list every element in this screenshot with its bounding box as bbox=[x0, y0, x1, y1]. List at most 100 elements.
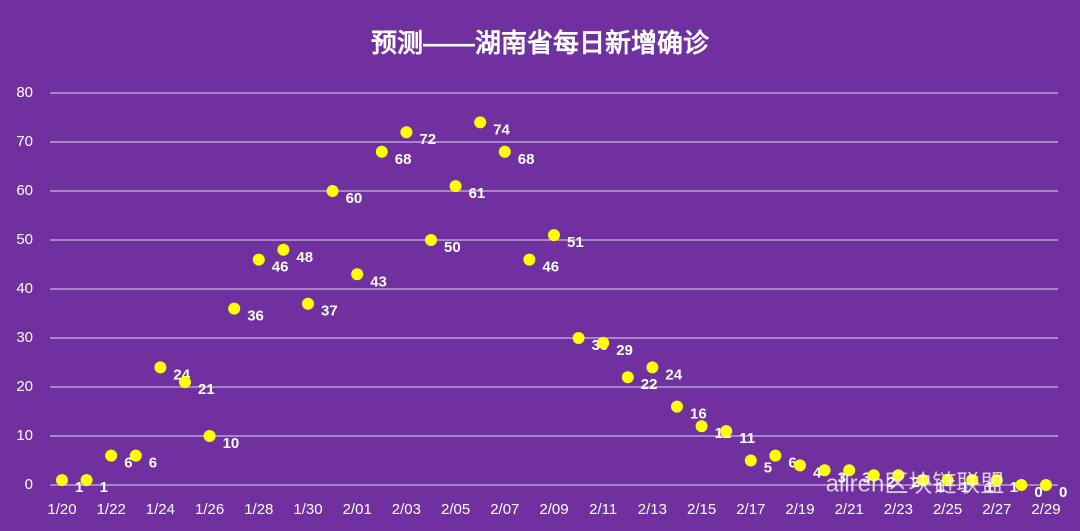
data-point bbox=[105, 449, 118, 462]
data-point bbox=[646, 361, 659, 374]
data-label: 51 bbox=[567, 234, 584, 251]
data-point bbox=[252, 253, 265, 266]
data-point bbox=[498, 145, 511, 158]
x-tick-label: 2/21 bbox=[835, 501, 864, 518]
data-label: 1 bbox=[1010, 479, 1018, 496]
data-label: 37 bbox=[321, 303, 338, 320]
data-point bbox=[400, 126, 413, 139]
data-label: 60 bbox=[346, 190, 363, 207]
data-label: 50 bbox=[444, 239, 461, 256]
data-label: 72 bbox=[419, 131, 436, 148]
data-label: 6 bbox=[124, 455, 132, 472]
data-point bbox=[154, 361, 167, 374]
data-point bbox=[80, 474, 93, 487]
data-label: 3 bbox=[838, 469, 846, 486]
data-label: 24 bbox=[665, 366, 682, 383]
data-label: 5 bbox=[764, 459, 772, 476]
data-label: 29 bbox=[616, 342, 633, 359]
data-point bbox=[671, 400, 683, 413]
data-point bbox=[744, 454, 757, 467]
data-point bbox=[548, 229, 560, 242]
data-point bbox=[474, 116, 487, 129]
data-point bbox=[375, 145, 388, 158]
y-tick-label: 80 bbox=[16, 84, 33, 101]
data-label: 1 bbox=[985, 479, 993, 496]
data-label: 3 bbox=[862, 469, 870, 486]
y-tick-label: 50 bbox=[16, 231, 33, 248]
data-label: 36 bbox=[247, 308, 264, 325]
data-point bbox=[277, 243, 290, 256]
y-tick-label: 0 bbox=[25, 476, 33, 493]
data-point bbox=[966, 474, 979, 487]
x-tick-label: 2/07 bbox=[490, 501, 519, 518]
data-point bbox=[720, 425, 733, 438]
x-tick-label: 1/26 bbox=[195, 501, 224, 518]
y-tick-label: 30 bbox=[16, 329, 33, 346]
data-point bbox=[990, 474, 1003, 487]
y-tick-label: 70 bbox=[16, 133, 33, 150]
x-tick-label: 2/11 bbox=[589, 501, 617, 518]
x-tick-label: 2/09 bbox=[539, 501, 568, 518]
x-tick-label: 2/27 bbox=[982, 501, 1011, 518]
data-point bbox=[818, 464, 831, 477]
data-point bbox=[917, 474, 929, 487]
data-point bbox=[179, 376, 191, 389]
data-point bbox=[892, 469, 905, 482]
y-tick-label: 60 bbox=[16, 182, 33, 199]
x-tick-label: 2/13 bbox=[638, 501, 667, 518]
data-label: 1 bbox=[961, 479, 969, 496]
watermark: allren区块链联盟 bbox=[826, 470, 1005, 497]
data-point bbox=[794, 459, 806, 472]
y-tick-label: 20 bbox=[16, 378, 33, 395]
data-point bbox=[941, 474, 954, 487]
data-point bbox=[695, 420, 708, 433]
data-label: 68 bbox=[518, 151, 535, 168]
data-label: 61 bbox=[469, 185, 486, 202]
x-tick-label: 1/30 bbox=[293, 501, 322, 518]
y-tick-label: 10 bbox=[16, 427, 33, 444]
data-point bbox=[769, 449, 782, 462]
x-tick-label: 2/15 bbox=[687, 501, 716, 518]
data-label: 21 bbox=[198, 381, 215, 398]
data-point bbox=[425, 234, 437, 246]
data-point bbox=[867, 469, 880, 482]
data-label: 10 bbox=[223, 435, 240, 452]
data-label: 0 bbox=[1059, 484, 1067, 501]
data-label: 2 bbox=[911, 474, 919, 491]
data-label: 0 bbox=[1034, 484, 1042, 501]
data-label: 16 bbox=[690, 406, 707, 423]
data-label: 1 bbox=[100, 479, 108, 496]
x-tick-label: 1/20 bbox=[47, 501, 76, 518]
data-point bbox=[523, 253, 536, 266]
x-tick-label: 2/29 bbox=[1031, 501, 1060, 518]
y-tick-label: 40 bbox=[16, 280, 33, 297]
data-point bbox=[1040, 479, 1052, 491]
x-tick-label: 2/17 bbox=[736, 501, 765, 518]
data-label: 48 bbox=[296, 249, 313, 266]
data-label: 68 bbox=[395, 151, 412, 168]
data-label: 74 bbox=[493, 121, 510, 138]
data-label: 1 bbox=[936, 479, 944, 496]
data-point bbox=[203, 430, 216, 442]
data-point bbox=[843, 464, 856, 477]
data-point bbox=[129, 449, 142, 462]
data-label: 22 bbox=[641, 376, 658, 393]
data-point bbox=[228, 302, 241, 315]
data-point bbox=[449, 180, 462, 193]
x-tick-label: 2/01 bbox=[343, 501, 372, 518]
x-tick-label: 2/23 bbox=[884, 501, 913, 518]
data-point bbox=[572, 332, 585, 344]
data-label: 6 bbox=[788, 455, 796, 472]
data-point bbox=[326, 185, 339, 197]
data-label: 4 bbox=[813, 464, 822, 481]
x-tick-label: 2/19 bbox=[785, 501, 814, 518]
data-point bbox=[621, 371, 634, 384]
data-label: 43 bbox=[370, 273, 387, 290]
x-tick-label: 1/28 bbox=[244, 501, 273, 518]
data-label: 6 bbox=[149, 455, 157, 472]
data-label: 1 bbox=[75, 479, 83, 496]
data-point bbox=[302, 297, 314, 310]
data-point bbox=[351, 268, 364, 281]
